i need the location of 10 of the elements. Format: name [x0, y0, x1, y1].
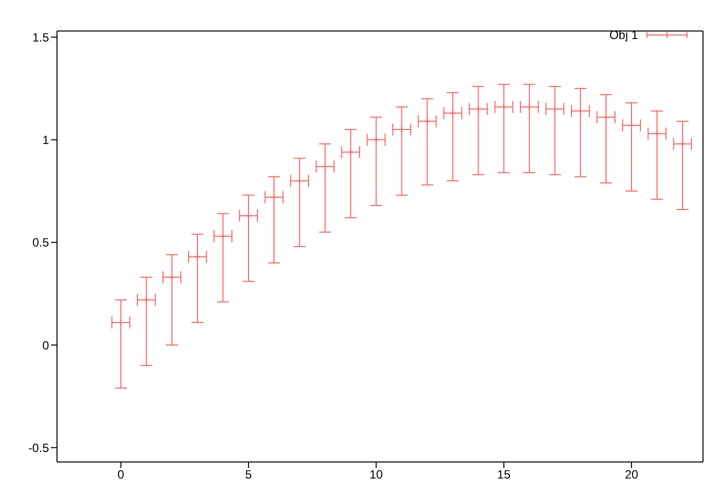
x-tick-label: 20 [624, 468, 638, 482]
y-tick-label: 0.5 [32, 236, 50, 250]
y-tick-label: 1 [42, 133, 50, 148]
x-tick-label: 5 [245, 468, 252, 482]
y-tick-label: 1.5 [32, 30, 50, 44]
y-tick-label: -0.5 [28, 440, 50, 455]
x-tick-label: 0 [117, 468, 124, 482]
x-tick-label: 15 [497, 468, 511, 482]
x-tick-label: 10 [369, 468, 384, 482]
y-tick-label: 0 [42, 338, 50, 352]
